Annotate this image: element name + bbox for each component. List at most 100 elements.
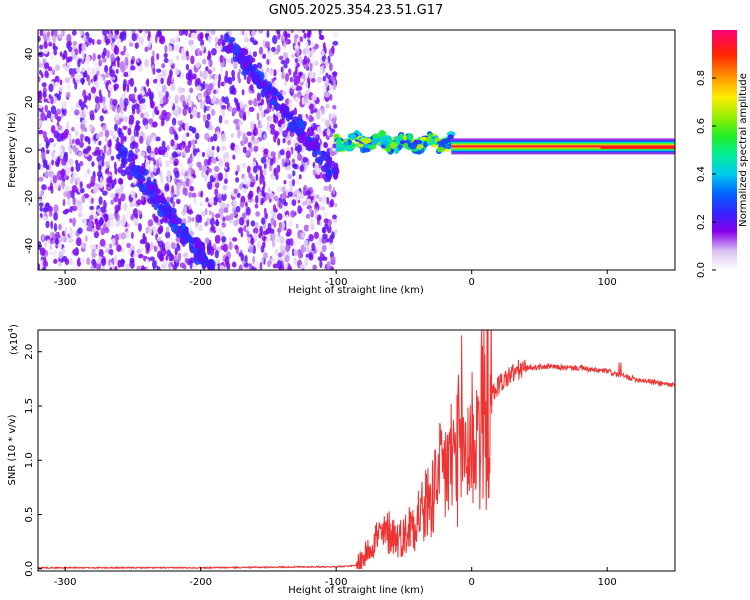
noise-blob	[104, 65, 109, 73]
noise-blob	[279, 149, 285, 156]
snr-x-ticks: -300 -200 -100 0 100	[54, 567, 617, 588]
noise-blob	[311, 54, 316, 64]
noise-blob	[236, 164, 240, 173]
noise-blob	[123, 78, 127, 88]
noise-blob	[290, 210, 296, 218]
noise-blob	[265, 192, 270, 199]
noise-blob	[314, 239, 320, 248]
noise-blob	[315, 111, 321, 120]
noise-blob	[214, 234, 221, 244]
noise-blob	[46, 31, 51, 37]
noise-blob	[95, 259, 101, 264]
noise-blob	[109, 248, 114, 256]
noise-blob	[66, 134, 73, 140]
noise-blob	[302, 156, 309, 163]
noise-blob	[259, 261, 263, 270]
noise-blob	[250, 122, 255, 131]
noise-blob	[138, 30, 143, 34]
noise-blob	[248, 190, 254, 198]
noise-blob	[157, 105, 162, 112]
noise-blob	[99, 94, 103, 104]
noise-blob	[59, 51, 63, 57]
noise-blob	[112, 134, 116, 140]
noise-blob	[303, 224, 310, 232]
noise-blob	[280, 59, 286, 65]
noise-blob	[204, 237, 210, 245]
noise-blob	[218, 158, 224, 167]
noise-blob	[266, 260, 272, 268]
noise-blob	[293, 249, 299, 256]
noise-blob	[179, 94, 186, 103]
noise-blob	[106, 176, 111, 184]
noise-blob	[83, 219, 87, 227]
noise-blob	[209, 217, 215, 227]
streak-blob	[326, 157, 333, 167]
noise-blob	[152, 50, 155, 57]
noise-blob	[281, 249, 286, 256]
noise-blob	[252, 51, 258, 58]
noise-blob	[104, 129, 110, 138]
noise-blob	[250, 220, 256, 227]
noise-blob	[266, 122, 270, 132]
noise-blob	[213, 172, 217, 179]
noise-blob	[200, 190, 204, 198]
noise-blob	[281, 90, 287, 96]
noise-blob	[271, 210, 277, 219]
noise-blob	[273, 79, 279, 89]
noise-blob	[207, 181, 213, 190]
noise-blob	[129, 141, 135, 150]
noise-blob	[217, 193, 222, 199]
noise-blob	[243, 32, 249, 40]
streak-blob	[162, 215, 168, 223]
noise-blob	[154, 147, 159, 156]
noise-blob	[328, 183, 332, 193]
noise-blob	[81, 50, 85, 60]
noise-blob	[331, 117, 337, 125]
noise-blob	[131, 33, 137, 42]
noise-blob	[48, 210, 53, 217]
noise-blob	[66, 190, 71, 200]
noise-blob	[334, 228, 338, 234]
noise-blob	[296, 191, 302, 201]
noise-blob	[95, 70, 100, 76]
noise-blob	[166, 145, 170, 151]
noise-blob	[130, 231, 134, 240]
noise-blob	[188, 191, 193, 198]
noise-blob	[77, 203, 83, 212]
noise-blob	[137, 94, 141, 101]
snr-scale-prefix: (x10	[9, 332, 20, 355]
band-blob	[402, 134, 407, 141]
snr-marks	[38, 330, 675, 571]
noise-blob	[75, 237, 82, 247]
noise-blob	[289, 196, 293, 206]
noise-blob	[311, 94, 317, 101]
noise-blob	[74, 130, 79, 137]
noise-blob	[217, 172, 224, 182]
noise-blob	[61, 100, 67, 110]
noise-blob	[79, 258, 85, 263]
noise-blob	[65, 167, 70, 177]
noise-blob	[160, 149, 166, 155]
band-blob	[378, 130, 386, 138]
noise-blob	[172, 151, 178, 159]
noise-blob	[90, 210, 94, 215]
noise-blob	[279, 235, 285, 245]
noise-blob	[196, 47, 201, 56]
noise-blob	[38, 202, 44, 207]
streak-blob	[277, 95, 284, 101]
noise-blob	[262, 241, 266, 249]
noise-blob	[246, 236, 252, 242]
noise-blob	[99, 149, 103, 155]
band-blob	[357, 143, 364, 148]
noise-blob	[277, 252, 283, 258]
noise-blob	[220, 202, 226, 209]
streak-blob	[253, 74, 261, 85]
noise-blob	[320, 117, 327, 123]
noise-blob	[252, 40, 259, 46]
noise-blob	[205, 83, 209, 91]
snr-scale-exponent: 4	[7, 327, 15, 332]
noise-blob	[89, 214, 95, 220]
noise-blob	[246, 75, 251, 85]
noise-blob	[278, 55, 284, 61]
noise-blob	[176, 242, 180, 248]
